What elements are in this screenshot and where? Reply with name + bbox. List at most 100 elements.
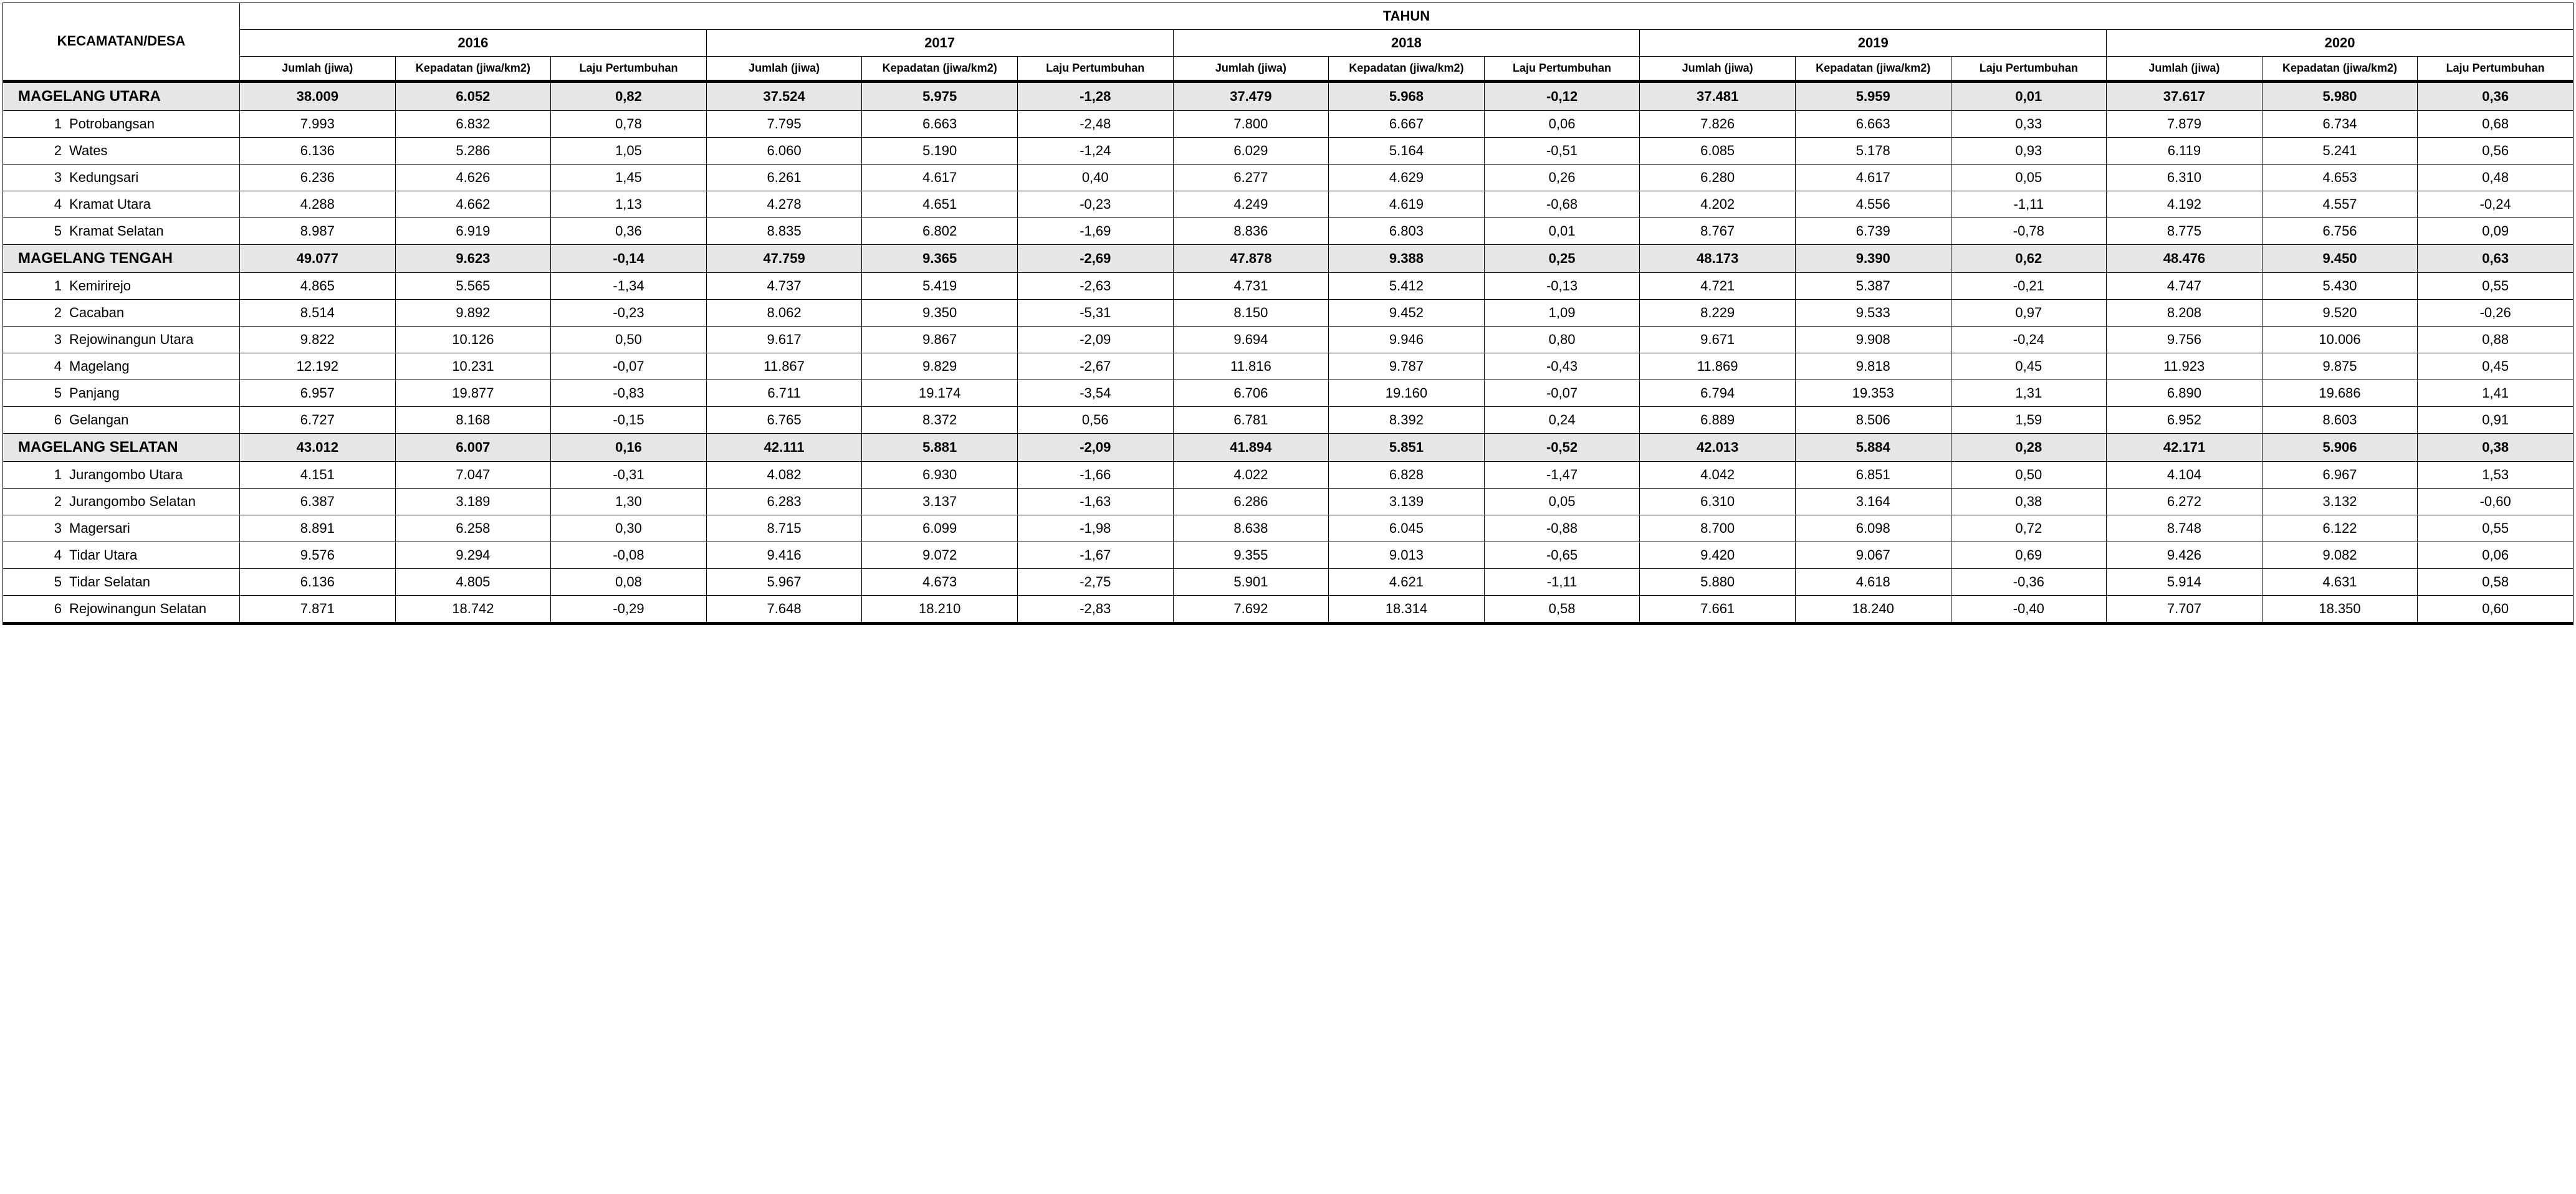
header-year: 2017 — [706, 30, 1173, 57]
header-sub: Kepadatan (jiwa/km2) — [2262, 57, 2418, 82]
detail-cell: 8.700 — [1640, 515, 1796, 542]
detail-cell: 5.419 — [862, 272, 1018, 299]
detail-cell: 0,09 — [2418, 217, 2574, 244]
summary-row: MAGELANG UTARA38.0096.0520,8237.5245.975… — [3, 81, 2574, 110]
detail-row: 6Gelangan6.7278.168-0,156.7658.3720,566.… — [3, 406, 2574, 433]
detail-cell: -2,83 — [1017, 595, 1173, 623]
detail-row: 4Tidar Utara9.5769.294-0,089.4169.072-1,… — [3, 542, 2574, 568]
detail-cell: 4.288 — [240, 191, 396, 217]
detail-row: 1Kemirirejo4.8655.565-1,344.7375.419-2,6… — [3, 272, 2574, 299]
detail-row: 4Kramat Utara4.2884.6621,134.2784.651-0,… — [3, 191, 2574, 217]
detail-cell: 0,01 — [1484, 217, 1640, 244]
detail-cell: 0,26 — [1484, 164, 1640, 191]
summary-row: MAGELANG TENGAH49.0779.623-0,1447.7599.3… — [3, 244, 2574, 272]
summary-cell: 41.894 — [1173, 433, 1329, 461]
detail-name: 4Magelang — [3, 353, 240, 380]
detail-name: 5Tidar Selatan — [3, 568, 240, 595]
detail-name: 4Tidar Utara — [3, 542, 240, 568]
detail-cell: -0,36 — [1951, 568, 2107, 595]
detail-cell: 8.638 — [1173, 515, 1329, 542]
header-sub: Jumlah (jiwa) — [240, 57, 396, 82]
detail-cell: 6.756 — [2262, 217, 2418, 244]
detail-cell: 0,68 — [2418, 110, 2574, 137]
detail-name: 5Panjang — [3, 380, 240, 406]
detail-cell: 9.082 — [2262, 542, 2418, 568]
detail-cell: -0,24 — [2418, 191, 2574, 217]
detail-name: 1Potrobangsan — [3, 110, 240, 137]
detail-cell: 6.828 — [1329, 461, 1485, 488]
detail-cell: 4.022 — [1173, 461, 1329, 488]
detail-cell: 9.671 — [1640, 326, 1796, 353]
detail-cell: 4.556 — [1795, 191, 1951, 217]
detail-cell: -0,51 — [1484, 137, 1640, 164]
summary-cell: 6.007 — [395, 433, 551, 461]
detail-name: 3Magersari — [3, 515, 240, 542]
detail-cell: 6.029 — [1173, 137, 1329, 164]
detail-cell: 4.192 — [2107, 191, 2262, 217]
detail-row: 2Wates6.1365.2861,056.0605.190-1,246.029… — [3, 137, 2574, 164]
detail-cell: 6.119 — [2107, 137, 2262, 164]
detail-cell: 0,55 — [2418, 272, 2574, 299]
detail-cell: 8.506 — [1795, 406, 1951, 433]
detail-cell: 8.835 — [706, 217, 862, 244]
detail-cell: 19.686 — [2262, 380, 2418, 406]
detail-cell: 4.557 — [2262, 191, 2418, 217]
summary-cell: 5.959 — [1795, 81, 1951, 110]
detail-cell: 4.082 — [706, 461, 862, 488]
detail-cell: 0,06 — [1484, 110, 1640, 137]
detail-cell: 0,58 — [1484, 595, 1640, 623]
detail-cell: 6.667 — [1329, 110, 1485, 137]
summary-cell: 42.171 — [2107, 433, 2262, 461]
summary-cell: -0,52 — [1484, 433, 1640, 461]
detail-cell: 9.818 — [1795, 353, 1951, 380]
detail-cell: 11.869 — [1640, 353, 1796, 380]
detail-row: 5Tidar Selatan6.1364.8050,085.9674.673-2… — [3, 568, 2574, 595]
detail-cell: 4.737 — [706, 272, 862, 299]
detail-cell: 3.139 — [1329, 488, 1485, 515]
detail-cell: 6.258 — [395, 515, 551, 542]
detail-row: 1Potrobangsan7.9936.8320,787.7956.663-2,… — [3, 110, 2574, 137]
detail-cell: -0,24 — [1951, 326, 2107, 353]
detail-cell: -1,63 — [1017, 488, 1173, 515]
detail-cell: -2,09 — [1017, 326, 1173, 353]
detail-cell: 6.952 — [2107, 406, 2262, 433]
summary-cell: 0,36 — [2418, 81, 2574, 110]
detail-cell: 19.877 — [395, 380, 551, 406]
detail-cell: 1,05 — [551, 137, 707, 164]
detail-cell: 18.350 — [2262, 595, 2418, 623]
header-sub: Jumlah (jiwa) — [706, 57, 862, 82]
detail-cell: 4.626 — [395, 164, 551, 191]
detail-cell: 4.619 — [1329, 191, 1485, 217]
detail-row: 4Magelang12.19210.231-0,0711.8679.829-2,… — [3, 353, 2574, 380]
summary-cell: 43.012 — [240, 433, 396, 461]
detail-cell: 6.706 — [1173, 380, 1329, 406]
summary-cell: 5.906 — [2262, 433, 2418, 461]
detail-cell: 5.914 — [2107, 568, 2262, 595]
detail-cell: 0,30 — [551, 515, 707, 542]
header-sub: Jumlah (jiwa) — [1640, 57, 1796, 82]
detail-cell: 6.734 — [2262, 110, 2418, 137]
detail-cell: 1,31 — [1951, 380, 2107, 406]
summary-cell: -0,14 — [551, 244, 707, 272]
detail-cell: 8.392 — [1329, 406, 1485, 433]
detail-cell: -1,69 — [1017, 217, 1173, 244]
detail-cell: 12.192 — [240, 353, 396, 380]
detail-cell: 9.533 — [1795, 299, 1951, 326]
detail-cell: 6.085 — [1640, 137, 1796, 164]
detail-cell: 0,06 — [2418, 542, 2574, 568]
summary-cell: 48.476 — [2107, 244, 2262, 272]
detail-name: 2Wates — [3, 137, 240, 164]
detail-cell: 6.711 — [706, 380, 862, 406]
detail-cell: 8.514 — [240, 299, 396, 326]
detail-cell: 4.662 — [395, 191, 551, 217]
detail-cell: -0,15 — [551, 406, 707, 433]
detail-cell: -0,07 — [551, 353, 707, 380]
detail-cell: 0,56 — [2418, 137, 2574, 164]
detail-row: 2Cacaban8.5149.892-0,238.0629.350-5,318.… — [3, 299, 2574, 326]
detail-row: 5Panjang6.95719.877-0,836.71119.174-3,54… — [3, 380, 2574, 406]
detail-cell: -0,13 — [1484, 272, 1640, 299]
detail-cell: 7.826 — [1640, 110, 1796, 137]
header-year: 2019 — [1640, 30, 2107, 57]
detail-cell: 9.520 — [2262, 299, 2418, 326]
detail-cell: 9.617 — [706, 326, 862, 353]
